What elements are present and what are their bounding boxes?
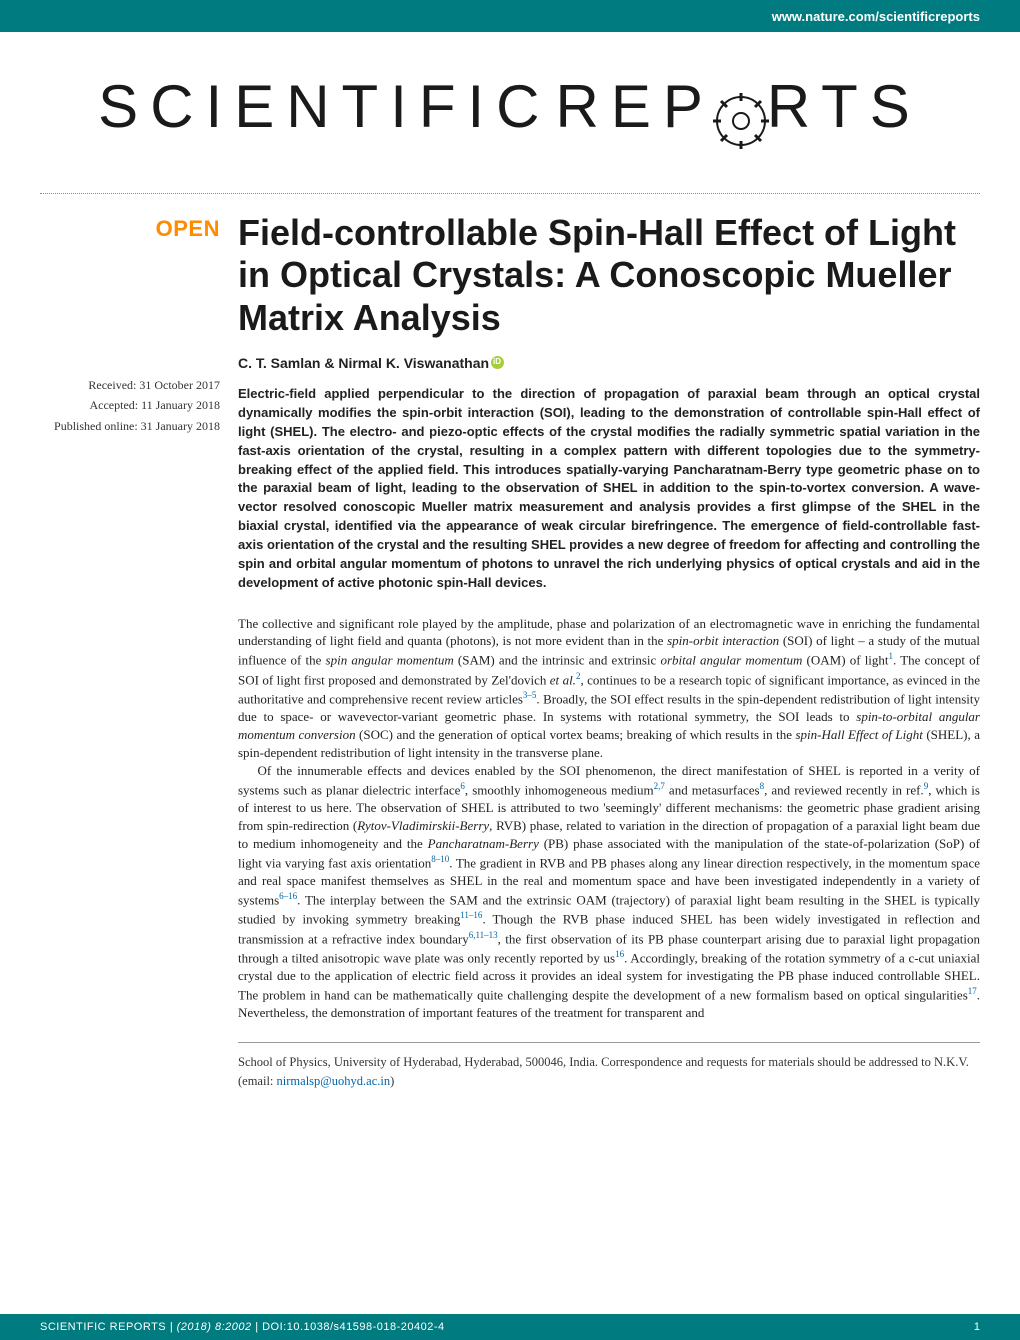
journal-logo: SCIENTIFIC REP RTS [0, 32, 1020, 178]
body-paragraph-1: The collective and significant role play… [238, 615, 980, 762]
ref-6-11-13[interactable]: 6,11–13 [469, 930, 498, 940]
journal-name-part3: RTS [767, 73, 922, 140]
article-authors: C. T. Samlan & Nirmal K. Viswanathan [238, 355, 980, 371]
page-footer: SCIENTIFIC REPORTS | (2018) 8:2002 | DOI… [0, 1314, 1020, 1340]
published-date: Published online: 31 January 2018 [40, 416, 220, 436]
open-access-badge: OPEN [40, 212, 220, 245]
body-text: The collective and significant role play… [238, 615, 980, 1023]
accepted-date: Accepted: 11 January 2018 [40, 395, 220, 415]
ref-17[interactable]: 17 [968, 986, 977, 996]
footer-journal: SCIENTIFIC REPORTS [40, 1321, 166, 1333]
ref-9[interactable]: 9 [924, 781, 929, 791]
abstract: Electric-field applied perpendicular to … [238, 385, 980, 592]
journal-name-part2: REP [556, 73, 715, 140]
journal-url[interactable]: www.nature.com/scientificreports [772, 9, 980, 24]
ref-11-16[interactable]: 11–16 [460, 910, 482, 920]
content-area: OPEN Received: 31 October 2017 Accepted:… [40, 193, 980, 1091]
ref-8-10[interactable]: 8–10 [431, 854, 449, 864]
ref-6[interactable]: 6 [460, 781, 465, 791]
received-date: Received: 31 October 2017 [40, 375, 220, 395]
affiliation-divider: School of Physics, University of Hyderab… [238, 1042, 980, 1091]
footer-doi: | DOI:10.1038/s41598-018-20402-4 [255, 1321, 444, 1333]
footer-citation: SCIENTIFIC REPORTS | (2018) 8:2002 | DOI… [40, 1321, 445, 1333]
gear-o-icon [709, 89, 773, 158]
body-paragraph-2: Of the innumerable effects and devices e… [238, 762, 980, 1022]
ref-2[interactable]: 2 [576, 671, 581, 681]
orcid-icon[interactable] [491, 356, 504, 369]
article-title: Field-controllable Spin-Hall Effect of L… [238, 212, 980, 339]
ref-1[interactable]: 1 [889, 651, 894, 661]
ref-8[interactable]: 8 [760, 781, 765, 791]
ref-16[interactable]: 16 [615, 949, 624, 959]
correspondence-email[interactable]: nirmalsp@uohyd.ac.in [277, 1074, 391, 1088]
affiliation-close: ) [390, 1074, 394, 1088]
ref-2-7[interactable]: 2,7 [654, 781, 665, 791]
affiliation: School of Physics, University of Hyderab… [238, 1053, 980, 1091]
authors-text: C. T. Samlan & Nirmal K. Viswanathan [238, 355, 489, 371]
ref-6-16[interactable]: 6–16 [279, 891, 297, 901]
journal-name-part1: SCIENTIFIC [98, 73, 551, 140]
right-column: Field-controllable Spin-Hall Effect of L… [238, 212, 980, 1091]
page-number: 1 [974, 1321, 980, 1333]
ref-3-5[interactable]: 3–5 [523, 690, 537, 700]
article-dates: Received: 31 October 2017 Accepted: 11 J… [40, 375, 220, 436]
journal-header-bar: www.nature.com/scientificreports [0, 0, 1020, 32]
left-column: OPEN Received: 31 October 2017 Accepted:… [40, 212, 238, 1091]
footer-citation-text: | (2018) 8:2002 [166, 1321, 255, 1333]
